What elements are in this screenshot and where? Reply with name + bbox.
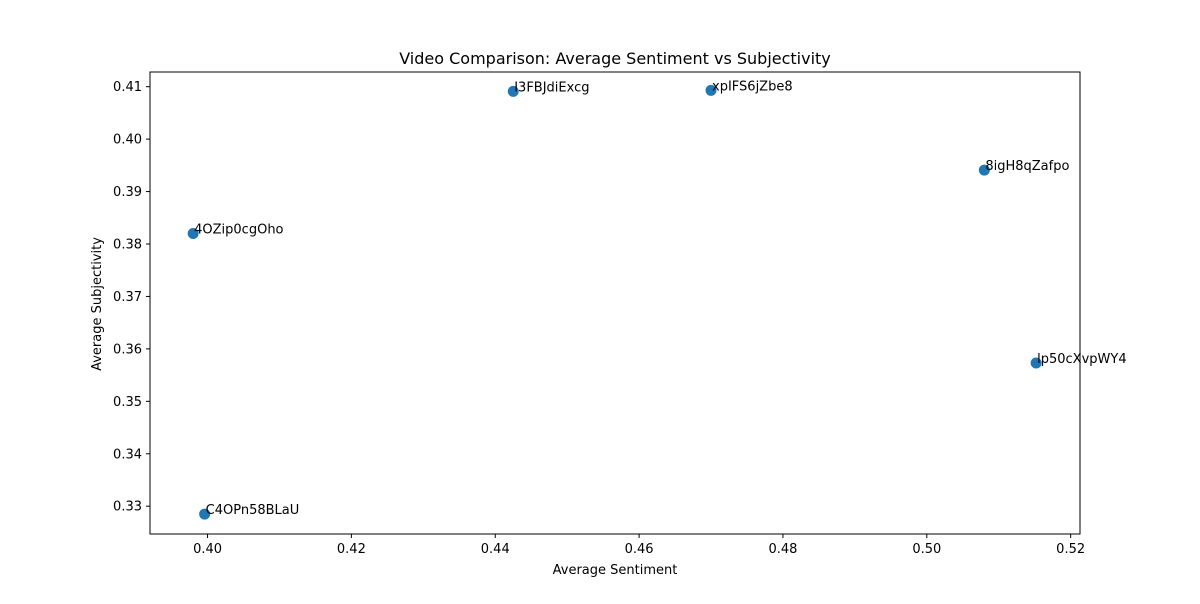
point-label: 4OZip0cgOho — [194, 223, 283, 238]
y-tick-label: 0.39 — [113, 185, 142, 200]
point-label: lp50cXvpWY4 — [1037, 352, 1126, 367]
point-label: I3FBJdiExcg — [514, 80, 589, 95]
data-points — [187, 84, 1042, 520]
point-label: C4OPn58BLaU — [206, 503, 300, 518]
plot-area-frame — [149, 71, 1081, 535]
x-axis-label: Average Sentiment — [553, 563, 678, 578]
point-label: 8igH8qZafpo — [985, 159, 1069, 174]
y-axis-label: Average Subjectivity — [90, 237, 105, 371]
x-tick-label: 0.42 — [337, 542, 366, 557]
data-point — [705, 84, 717, 96]
axis-ticks: 0.40 0.42 0.44 0.46 0.48 0.50 0.52 0.33 0.34 0.35… — [113, 80, 1085, 557]
x-tick-label: 0.46 — [625, 542, 654, 557]
y-tick-label: 0.33 — [113, 500, 142, 515]
y-tick-label: 0.40 — [113, 133, 142, 148]
data-point — [187, 228, 199, 240]
y-tick-label: 0.38 — [113, 238, 142, 253]
y-tick-label: 0.41 — [113, 80, 142, 95]
x-tick-label: 0.44 — [481, 542, 510, 557]
data-point — [1030, 357, 1042, 369]
point-label: xpIFS6jZbe8 — [712, 79, 793, 94]
x-tick-label: 0.48 — [768, 542, 797, 557]
point-labels: I3FBJdiExcg xpIFS6jZbe8 8igH8qZafpo 4OZip0c… — [194, 79, 1126, 518]
data-point — [978, 164, 990, 176]
data-point — [507, 85, 519, 97]
y-tick-label: 0.36 — [113, 342, 142, 357]
x-tick-label: 0.40 — [193, 542, 222, 557]
y-tick-label: 0.37 — [113, 290, 142, 305]
x-tick-label: 0.50 — [912, 542, 941, 557]
y-tick-label: 0.35 — [113, 395, 142, 410]
data-point — [199, 508, 211, 520]
x-tick-label: 0.52 — [1056, 542, 1085, 557]
y-tick-label: 0.34 — [113, 447, 142, 462]
chart-title: Video Comparison: Average Sentiment vs S… — [399, 49, 831, 68]
